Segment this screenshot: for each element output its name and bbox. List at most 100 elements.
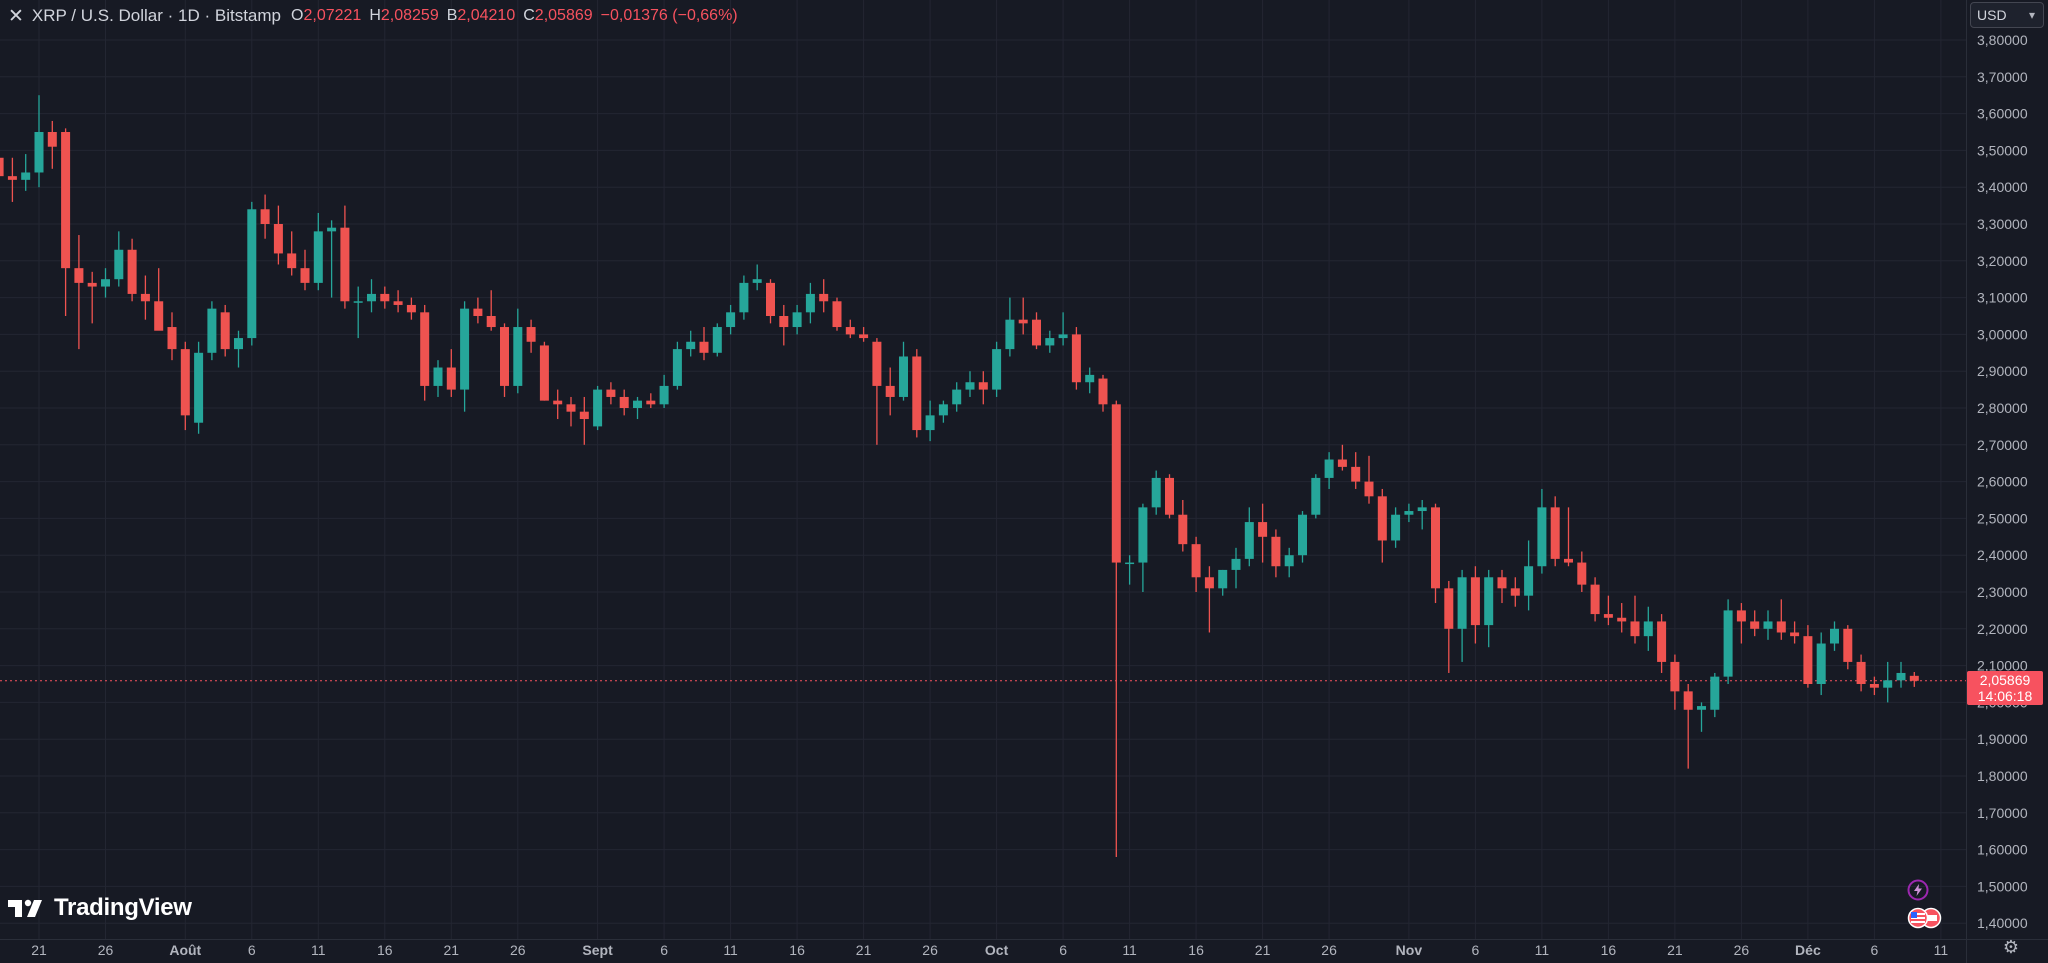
candle-body-down [1630, 621, 1640, 637]
price-tick-label: 3,60000 [1977, 106, 2028, 122]
candle-body-down [579, 411, 589, 420]
price-tick-label: 1,60000 [1977, 842, 2028, 858]
candle-body-up [593, 389, 603, 427]
candle-body-up [938, 404, 948, 416]
tradingview-logo[interactable]: TradingView [8, 893, 192, 923]
candle-body-down [1377, 496, 1387, 541]
ohlc-values: O2,07221 H2,08259 B2,04210 C2,05869 −0,0… [291, 7, 738, 25]
time-tick-label: 11 [311, 942, 326, 958]
candle-body-down [1750, 621, 1760, 629]
candle-body-down [1736, 610, 1746, 622]
candle-body-up [1710, 676, 1720, 710]
candle-body-down [526, 327, 536, 342]
candle-body-down [1431, 507, 1440, 589]
candle-body-up [1311, 477, 1321, 515]
time-tick-label: 11 [1535, 942, 1550, 958]
candle-body-up [1763, 621, 1773, 629]
price-axis-pane [1966, 0, 2048, 963]
price-tick-label: 1,50000 [1977, 878, 2028, 894]
candle-body-down [1670, 661, 1680, 692]
candle-body-up [1284, 555, 1294, 567]
candle-body-up [1151, 477, 1161, 508]
price-tick-label: 3,30000 [1977, 216, 2028, 232]
candle-body-down [1657, 621, 1667, 662]
candle-body-down [1444, 588, 1454, 629]
candle-body-down [1071, 334, 1081, 383]
candle-body-up [1005, 319, 1015, 350]
candle-body-down [1856, 661, 1866, 684]
candle-body-down [1550, 507, 1560, 559]
candle-body-down [1337, 459, 1347, 467]
symbol-title[interactable]: XRP / U.S. Dollar · 1D · Bitstamp [31, 6, 282, 25]
price-tick-label: 3,70000 [1977, 69, 2028, 85]
candle-body-down [1258, 522, 1268, 537]
time-tick-label: 16 [1601, 942, 1617, 958]
price-tick-label: 3,10000 [1977, 290, 2028, 306]
candle-body-down [1869, 684, 1879, 688]
candle-body-up [433, 367, 443, 386]
candle-body-down [340, 227, 350, 302]
time-tick-label: 21 [1667, 942, 1683, 958]
candle-body-down [1018, 319, 1028, 324]
time-tick-label: Oct [985, 942, 1009, 958]
candle-body-up [739, 282, 749, 313]
candle-body-down [766, 282, 775, 316]
candle-body-down [553, 400, 563, 405]
candle-body-down [1683, 691, 1693, 710]
gear-icon[interactable]: ⚙ [2002, 937, 2020, 957]
candle-body-down [859, 334, 869, 339]
time-tick-label: 26 [1734, 942, 1750, 958]
candle-body-down [287, 253, 297, 269]
candle-body-down [779, 316, 789, 328]
candle-body-up [1231, 558, 1241, 570]
currency-selector[interactable]: USD ▾ [1970, 2, 2044, 28]
time-tick-label: 16 [789, 942, 805, 958]
candle-body-up [1298, 514, 1307, 556]
candle-body-up [513, 327, 523, 386]
candle-body-up [1697, 706, 1706, 710]
time-tick-label: 11 [1122, 942, 1137, 958]
price-tick-label: 3,20000 [1977, 253, 2028, 269]
bolt-icon[interactable] [1907, 879, 1929, 901]
candle-body-up [207, 308, 217, 353]
candle-body-down [220, 312, 230, 350]
candle-body-up [1218, 569, 1228, 589]
close-icon[interactable]: ✕ [8, 5, 24, 27]
price-tick-label: 3,40000 [1977, 179, 2028, 195]
time-tick-label: 16 [1188, 942, 1204, 958]
time-tick-label: 21 [31, 942, 47, 958]
flags-icon[interactable] [1905, 907, 1945, 929]
candle-body-down [819, 293, 829, 302]
candle-body-down [1470, 577, 1480, 626]
candle-body-up [672, 349, 682, 386]
candle-body-up [1883, 680, 1893, 688]
candle-body-down [473, 308, 483, 316]
candle-body-up [1457, 577, 1467, 629]
open-value: 2,07221 [303, 7, 362, 24]
candle-body-up [1417, 507, 1427, 512]
candle-body-up [1138, 507, 1148, 563]
low-label: B [446, 7, 458, 24]
candle-body-up [313, 231, 323, 283]
candle-body-up [899, 356, 908, 397]
candle-body-down [885, 385, 895, 397]
price-tick-label: 1,40000 [1977, 915, 2028, 931]
candle-body-up [633, 400, 642, 408]
candle-body-up [1484, 577, 1494, 626]
candle-body-up [1085, 374, 1095, 383]
price-tick-label: 1,80000 [1977, 768, 2028, 784]
time-tick-label: 26 [1321, 942, 1337, 958]
candle-body-up [194, 352, 204, 423]
candle-body-down [1111, 404, 1121, 563]
candle-body-down [978, 382, 988, 390]
candle-body-down [1165, 477, 1174, 515]
price-tick-label: 2,20000 [1977, 621, 2028, 637]
candle-body-down [539, 345, 549, 401]
candle-body-down [1564, 558, 1573, 563]
candle-body-up [327, 227, 337, 232]
close-value: 2,05869 [534, 7, 593, 24]
candle-body-up [234, 338, 243, 350]
candle-body-up [805, 293, 815, 313]
currency-label: USD [1977, 7, 2007, 23]
